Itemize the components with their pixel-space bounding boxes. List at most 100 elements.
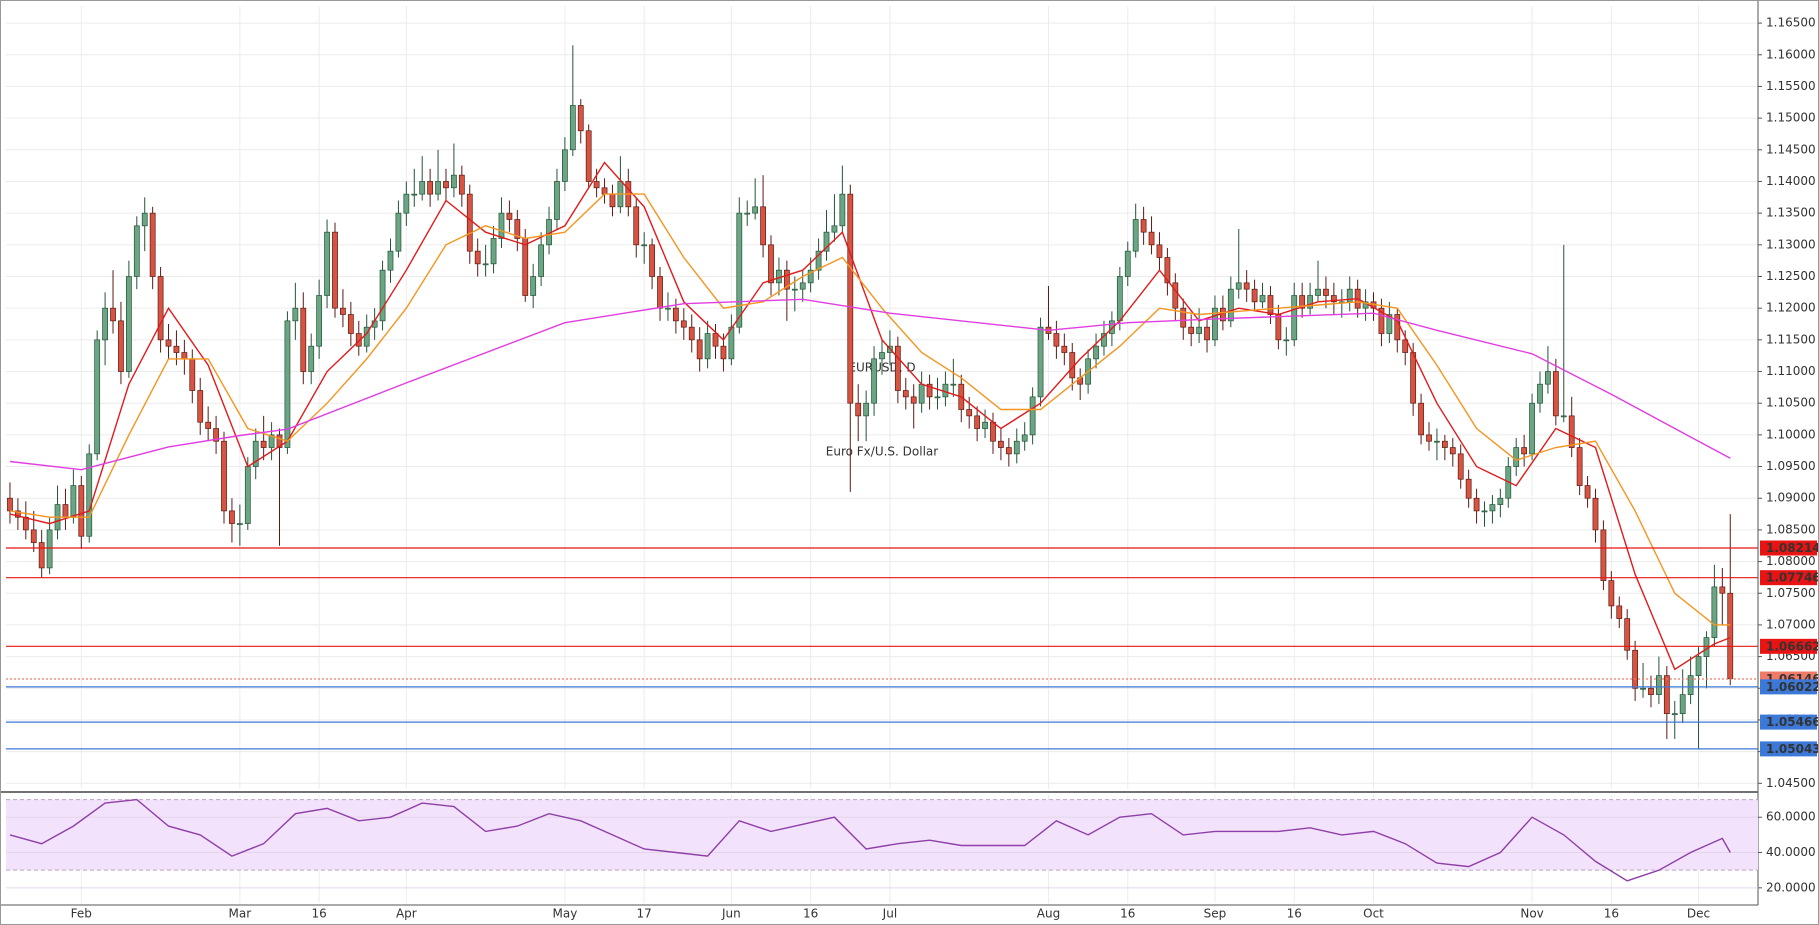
candle-body xyxy=(1529,402,1535,455)
candle-body xyxy=(720,345,727,360)
price-level-tag xyxy=(1760,714,1817,730)
y-tick-label: 1.07000 xyxy=(1766,617,1816,631)
candle-body xyxy=(236,523,243,525)
candle-body xyxy=(94,339,101,455)
candle-body xyxy=(1402,339,1409,353)
candle-body xyxy=(1156,244,1163,258)
x-tick-label: 16 xyxy=(1120,907,1135,921)
candle-body xyxy=(1323,288,1329,296)
candle-body xyxy=(998,440,1004,448)
x-tick-label: 17 xyxy=(637,907,652,921)
candle-body xyxy=(522,238,529,296)
candle-body xyxy=(752,206,759,214)
candle-body xyxy=(1671,713,1678,715)
candle-body xyxy=(316,295,323,347)
y-tick-label: 1.08000 xyxy=(1766,554,1816,568)
price-level-tag xyxy=(1760,741,1817,757)
candle-body xyxy=(593,181,600,189)
candle-body xyxy=(197,390,204,423)
candle-body xyxy=(538,244,544,277)
candle-body xyxy=(894,345,901,391)
x-tick-label: Dec xyxy=(1687,907,1710,921)
candle-body xyxy=(1180,307,1187,328)
candle-body xyxy=(347,314,354,334)
candle-body xyxy=(62,504,69,518)
x-tick-label: Nov xyxy=(1520,907,1543,921)
y-tick-label: 40.0000 xyxy=(1766,845,1816,859)
candle-body xyxy=(1449,447,1456,455)
candle-body xyxy=(783,269,790,290)
candle-body xyxy=(1608,580,1615,607)
x-tick-label: Sep xyxy=(1204,907,1227,921)
candle-body xyxy=(1235,282,1242,290)
candle-body xyxy=(1116,276,1123,322)
candle-body xyxy=(823,231,830,252)
candle-body xyxy=(324,231,330,296)
candle-body xyxy=(1632,649,1639,689)
candle-body xyxy=(284,320,291,448)
candle-body xyxy=(982,421,988,429)
candle-body xyxy=(728,326,735,360)
candle-body xyxy=(1037,326,1044,398)
price-level-label: 1.06662 xyxy=(1766,639,1819,653)
candle-body xyxy=(1386,314,1393,334)
candle-body xyxy=(229,510,235,524)
candle-body xyxy=(1212,307,1218,341)
candle-body xyxy=(1164,257,1171,284)
candle-body xyxy=(474,250,481,265)
candle-body xyxy=(712,333,719,347)
candle-body xyxy=(1021,434,1028,442)
y-tick-label: 20.0000 xyxy=(1766,880,1816,894)
candle-body xyxy=(276,434,283,448)
candle-body xyxy=(736,212,743,328)
candle-body xyxy=(1307,295,1313,309)
candle-body xyxy=(70,485,77,518)
candle-body xyxy=(1568,415,1575,448)
candle-body xyxy=(1513,447,1520,467)
candle-body xyxy=(1465,478,1472,499)
candle-body xyxy=(807,269,814,284)
candle-body xyxy=(569,105,576,151)
price-level-label: 1.07746 xyxy=(1766,571,1819,585)
rsi-band xyxy=(6,799,1758,871)
y-tick-label: 1.09000 xyxy=(1766,491,1816,505)
candle-body xyxy=(902,390,909,398)
candle-body xyxy=(411,193,418,196)
y-tick-label: 1.07500 xyxy=(1766,586,1816,600)
candle-body xyxy=(1545,371,1551,385)
candle-body xyxy=(815,250,822,271)
candle-body xyxy=(1584,485,1591,499)
y-tick-label: 1.12000 xyxy=(1766,301,1816,315)
y-tick-label: 1.16000 xyxy=(1766,47,1816,61)
candle-body xyxy=(189,358,196,391)
candle-body xyxy=(1552,371,1559,417)
candle-body xyxy=(244,466,251,524)
candle-body xyxy=(387,250,394,271)
price-level-label: 1.05043 xyxy=(1766,742,1819,756)
candle-body xyxy=(110,307,116,322)
candle-body xyxy=(1418,402,1424,436)
candle-body xyxy=(221,440,227,512)
candle-body xyxy=(966,409,973,417)
y-tick-label: 1.15500 xyxy=(1766,79,1816,93)
x-tick-label: 16 xyxy=(803,907,818,921)
candle-body xyxy=(562,149,568,182)
candle-body xyxy=(1172,282,1179,309)
candle-body xyxy=(1251,288,1258,303)
moving-average xyxy=(9,161,1731,671)
candle-body xyxy=(403,193,410,214)
watermark-subtitle: Euro Fx/U.S. Dollar xyxy=(826,445,939,459)
candle-body xyxy=(1053,333,1060,347)
candle-body xyxy=(601,187,608,195)
candle-body xyxy=(340,307,346,315)
candle-body xyxy=(1283,339,1290,342)
candle-body xyxy=(768,244,774,284)
candle-body xyxy=(506,212,513,220)
candle-body xyxy=(1711,586,1718,638)
candle-body xyxy=(1109,320,1115,334)
candle-body xyxy=(1457,453,1464,480)
candle-body xyxy=(1473,497,1480,512)
candle-body xyxy=(435,181,441,195)
